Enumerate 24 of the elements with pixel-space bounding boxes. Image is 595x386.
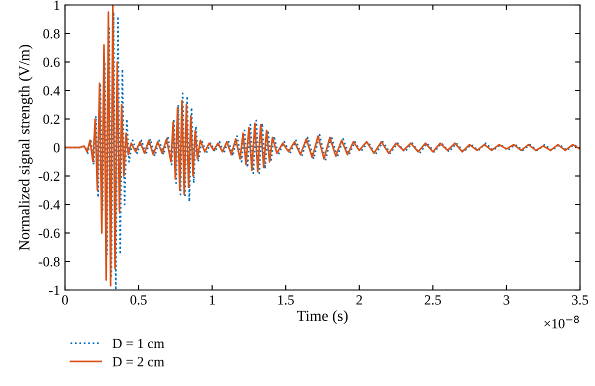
x-tick-label: 0 <box>62 295 68 305</box>
x-tick-label: 1 <box>210 295 215 304</box>
x-tick-label: 0.5 <box>130 295 147 305</box>
text: ×10$^{−8}$ <box>544 316 579 328</box>
y-tick-label: -1 <box>49 286 60 295</box>
x-tick-label: 1.5 <box>278 295 294 305</box>
y-tick-label: -0.4 <box>38 200 60 210</box>
y-tick-label: 0.8 <box>43 29 60 39</box>
x-tick-label: 2 <box>356 295 362 304</box>
y-tick-label: -0.6 <box>38 228 60 238</box>
x-axis-title: Time (s) <box>296 310 348 324</box>
y-tick-label: 0.2 <box>43 114 60 124</box>
y-tick-label: 0 <box>54 143 60 152</box>
legend-label: D = 1 cm <box>112 338 164 348</box>
x-tick-label: 2.5 <box>424 295 441 305</box>
y-tick-label: 1 <box>54 0 60 10</box>
y-axis-title: Normalized signal strength (V/m) <box>18 44 33 250</box>
y-tick-label: -0.8 <box>38 257 60 267</box>
legend-label: D = 2 cm <box>112 357 164 366</box>
y-tick-label: 0.4 <box>43 86 60 96</box>
y-tick-label: 0.6 <box>43 58 60 68</box>
y-tick-label: -0.2 <box>38 172 60 182</box>
x-tick-label: 3 <box>504 295 510 305</box>
x-tick-label: 3.5 <box>572 295 588 305</box>
